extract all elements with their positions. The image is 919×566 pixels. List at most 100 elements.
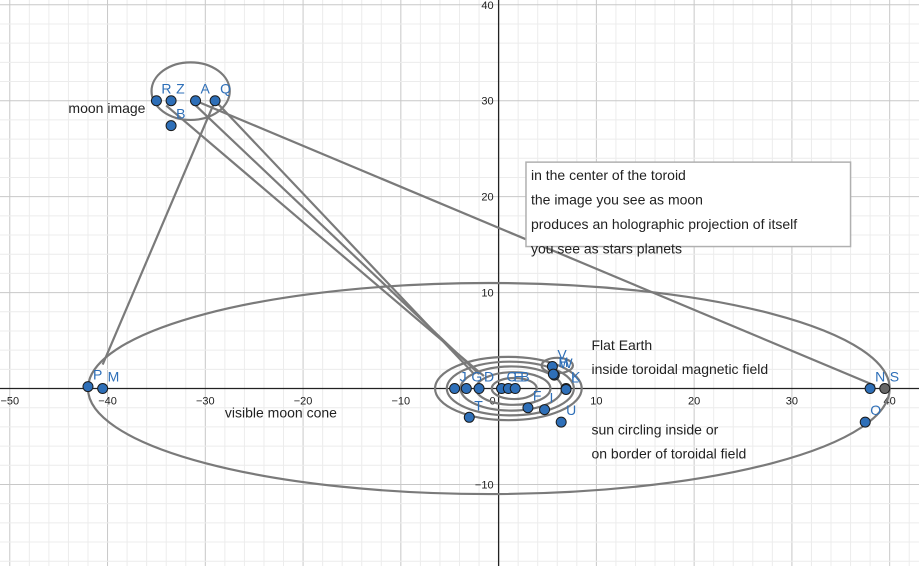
point-label: R [161, 81, 171, 97]
point-marker [209, 95, 221, 107]
segment [165, 104, 485, 377]
x-tick-label: −50 [0, 396, 19, 408]
point-G: G [460, 369, 482, 395]
x-tick-label: −30 [196, 396, 215, 408]
segment [101, 100, 217, 365]
annotation: moon image [68, 100, 145, 116]
point-marker [463, 411, 475, 423]
point-label: K [571, 369, 581, 385]
x-tick-label: −10 [392, 396, 411, 408]
point-label: H [558, 354, 568, 370]
ellipse-moon-image-ring [150, 61, 231, 122]
point-label: Q [220, 81, 231, 97]
point-label: J [460, 369, 467, 385]
point-marker [879, 383, 891, 395]
point-marker [522, 402, 534, 414]
point-marker [460, 383, 472, 395]
point-marker [859, 416, 871, 428]
x-tick-label: −40 [98, 396, 117, 408]
point-R: R [150, 81, 172, 107]
ellipse-ring-inner [490, 376, 538, 401]
point-label: V [557, 346, 567, 362]
point-marker [509, 383, 521, 395]
annotation: Flat Earth [591, 337, 652, 353]
point-M: M [97, 369, 120, 395]
segment [189, 99, 480, 375]
point-N: N [864, 369, 885, 395]
point-O: O [859, 402, 881, 428]
y-tick-label: 20 [481, 192, 493, 204]
point-label: N [875, 369, 885, 385]
x-tick-label: 30 [786, 396, 798, 408]
y-tick-label: 40 [481, 0, 493, 12]
ellipse-ring-outer [433, 355, 583, 422]
point-marker [97, 383, 109, 395]
y-tick-label: 30 [481, 96, 493, 108]
y-tick-label: −10 [475, 479, 494, 491]
point-marker [560, 383, 572, 395]
point-marker [473, 383, 485, 395]
point-label: B [520, 369, 529, 385]
point-S: S [879, 369, 899, 395]
point-label: O [870, 402, 881, 418]
point-label: P [93, 367, 102, 383]
annotation: on border of toroidal field [591, 446, 746, 462]
point-F: F [522, 388, 542, 414]
point-B: B [165, 106, 185, 132]
point-label: B [176, 106, 185, 122]
annotation: inside toroidal magnetic field [591, 361, 768, 377]
point-T: T [463, 397, 483, 423]
annotations: moon image visible moon cone Flat Earth ins… [68, 100, 768, 461]
x-tick-label: −20 [294, 396, 313, 408]
annotation: visible moon cone [225, 404, 337, 420]
point-H: H [547, 354, 568, 380]
point-L: L [560, 369, 579, 395]
point-marker [539, 404, 551, 416]
point-label: A [201, 81, 211, 97]
point-label: I [550, 390, 554, 406]
point-marker [449, 383, 461, 395]
text-box-line: the image you see as moon [531, 192, 703, 208]
point-label: D [484, 369, 494, 385]
point-P: P [82, 367, 102, 393]
point-label: Z [176, 81, 185, 97]
curves [86, 61, 891, 496]
point-marker [82, 381, 94, 393]
point-label: C [507, 369, 517, 385]
point-label: L [571, 369, 579, 385]
point-marker [150, 95, 162, 107]
point-A: A [190, 81, 211, 107]
point-label: S [890, 369, 899, 385]
point-label: W [559, 355, 573, 371]
point-marker [165, 95, 177, 107]
point-label: F [533, 388, 542, 404]
point-marker [165, 120, 177, 132]
point-D: D [473, 369, 494, 395]
point-label: U [566, 402, 576, 418]
text-box-line: you see as stars planets [531, 241, 682, 257]
point-Q: Q [209, 81, 231, 107]
ellipse-ring-2 [445, 360, 575, 417]
point-marker [864, 383, 876, 395]
point-B: B [509, 369, 530, 395]
point-marker [190, 95, 202, 107]
text-box-line: produces an holographic projection of it… [531, 216, 797, 232]
y-tick-label: 10 [481, 288, 493, 300]
text-box-line: in the center of the toroid [531, 167, 686, 183]
x-tick-label: 20 [688, 396, 700, 408]
point-Z: Z [165, 81, 185, 107]
text-box: in the center of the toroid the image you… [525, 161, 852, 257]
point-label: G [471, 369, 482, 385]
point-label: E [513, 369, 522, 385]
x-tick-label: 10 [590, 396, 602, 408]
annotation: sun circling inside or [591, 422, 718, 438]
text-box-frame [525, 161, 852, 248]
point-marker [547, 368, 559, 380]
point-label: M [108, 369, 120, 385]
point-U: U [555, 402, 576, 428]
point-marker [555, 416, 567, 428]
x-tick-label: 40 [884, 396, 896, 408]
point-I: I [539, 390, 554, 416]
